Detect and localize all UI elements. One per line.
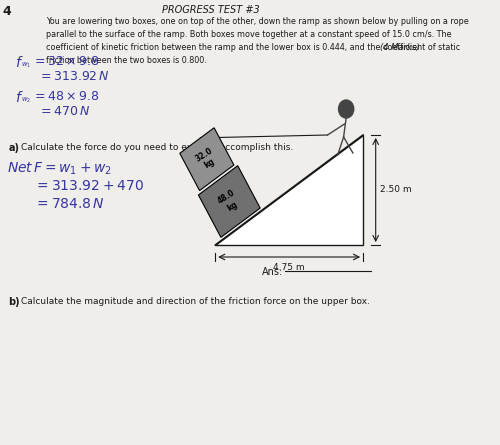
Text: $= 32 \times 9.8$: $= 32 \times 9.8$: [32, 55, 100, 68]
Text: $_{w_2}$: $_{w_2}$: [21, 95, 32, 105]
Text: Calculate the magnitude and direction of the friction force on the upper box.: Calculate the magnitude and direction of…: [21, 297, 370, 306]
Text: 4.75 m: 4.75 m: [273, 263, 304, 272]
Text: coefficient of kinetic friction between the ramp and the lower box is 0.444, and: coefficient of kinetic friction between …: [46, 43, 461, 52]
Polygon shape: [216, 135, 363, 245]
Text: 4: 4: [2, 5, 12, 18]
Text: Calculate the force do you need to exert to accomplish this.: Calculate the force do you need to exert…: [21, 143, 293, 152]
Text: 32.0
kg: 32.0 kg: [194, 146, 220, 172]
Text: $= 313.92 + 470$: $= 313.92 + 470$: [34, 179, 144, 193]
Polygon shape: [180, 128, 234, 190]
Text: Ans:: Ans:: [262, 267, 283, 277]
Text: $= 470\,N$: $= 470\,N$: [38, 105, 90, 118]
Text: b): b): [8, 297, 20, 307]
Text: (4 Marks): (4 Marks): [380, 43, 420, 52]
Text: $= 313.92\,N$: $= 313.92\,N$: [38, 70, 110, 83]
Text: You are lowering two boxes, one on top of the other, down the ramp as shown belo: You are lowering two boxes, one on top o…: [46, 17, 469, 26]
Text: $= 784.8\,N$: $= 784.8\,N$: [34, 197, 104, 211]
Text: $f$: $f$: [15, 55, 24, 70]
Text: PROGRESS TEST #3: PROGRESS TEST #3: [162, 5, 260, 15]
Text: $Net\,F = w_1 + w_2$: $Net\,F = w_1 + w_2$: [7, 161, 112, 178]
Text: $= 48 \times 9.8$: $= 48 \times 9.8$: [32, 90, 100, 103]
Text: 48.0
kg: 48.0 kg: [216, 188, 242, 214]
Text: 2.50 m: 2.50 m: [380, 186, 412, 194]
Circle shape: [338, 100, 353, 118]
Text: $_{w_1}$: $_{w_1}$: [21, 60, 32, 70]
Text: $f$: $f$: [15, 90, 24, 105]
Text: friction between the two boxes is 0.800.: friction between the two boxes is 0.800.: [46, 56, 207, 65]
Text: a): a): [8, 143, 20, 153]
Polygon shape: [198, 166, 260, 237]
Text: parallel to the surface of the ramp. Both boxes move together at a constant spee: parallel to the surface of the ramp. Bot…: [46, 30, 452, 39]
